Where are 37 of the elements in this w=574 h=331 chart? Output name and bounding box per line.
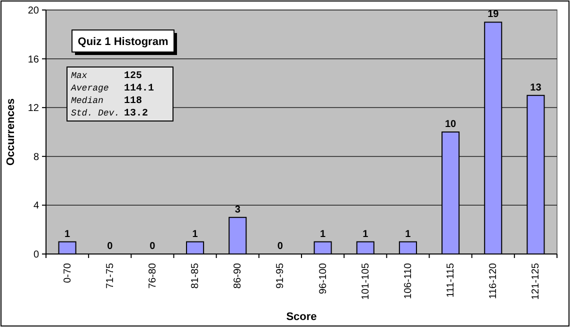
y-tick-label: 8: [33, 152, 40, 163]
data-label: 1: [405, 228, 412, 240]
y-tick-label: 20: [28, 6, 40, 16]
data-label: 3: [234, 204, 241, 216]
y-axis-title: Occurrences: [5, 98, 17, 166]
x-tick-label: 71-75: [104, 262, 116, 289]
x-tick-label: 111-115: [446, 262, 457, 298]
y-tick-label: 4: [33, 200, 40, 212]
data-label: 13: [530, 82, 542, 94]
data-label: 1: [362, 228, 369, 240]
x-tick-label: 76-80: [147, 262, 158, 289]
x-axis-title: Score: [286, 311, 317, 323]
x-tick-label: 91-95: [275, 262, 286, 289]
text: Median 118: [71, 96, 142, 107]
x-tick-label: 121-125: [530, 262, 542, 300]
data-label: 0: [277, 241, 284, 252]
data-label: 1: [64, 228, 71, 240]
x-tick-label: 101-105: [360, 262, 372, 300]
text: Quiz 1 Histogram: [78, 36, 168, 48]
x-tick-label: 81-85: [190, 262, 202, 289]
text: Max 125: [71, 71, 142, 82]
data-label: 0: [107, 241, 114, 252]
text: Average 114.1: [71, 84, 154, 94]
annotation: Std. Dev. 13.2: [71, 108, 148, 120]
x-tick-label: 106-110: [402, 262, 414, 299]
data-label: 0: [150, 241, 156, 252]
data-label: 19: [488, 9, 500, 20]
data-label: 1: [320, 228, 326, 240]
x-tick-label: 116-120: [488, 262, 500, 299]
x-tick-label: 86-90: [232, 262, 244, 289]
y-tick-label: 16: [28, 54, 40, 66]
y-tick-label: 0: [33, 250, 40, 260]
x-tick-label: 0-70: [62, 262, 74, 284]
data-label: 1: [192, 228, 198, 240]
x-tick-label: 96-100: [318, 262, 329, 294]
y-tick-label: 12: [28, 103, 40, 114]
data-label: 10: [444, 119, 457, 130]
